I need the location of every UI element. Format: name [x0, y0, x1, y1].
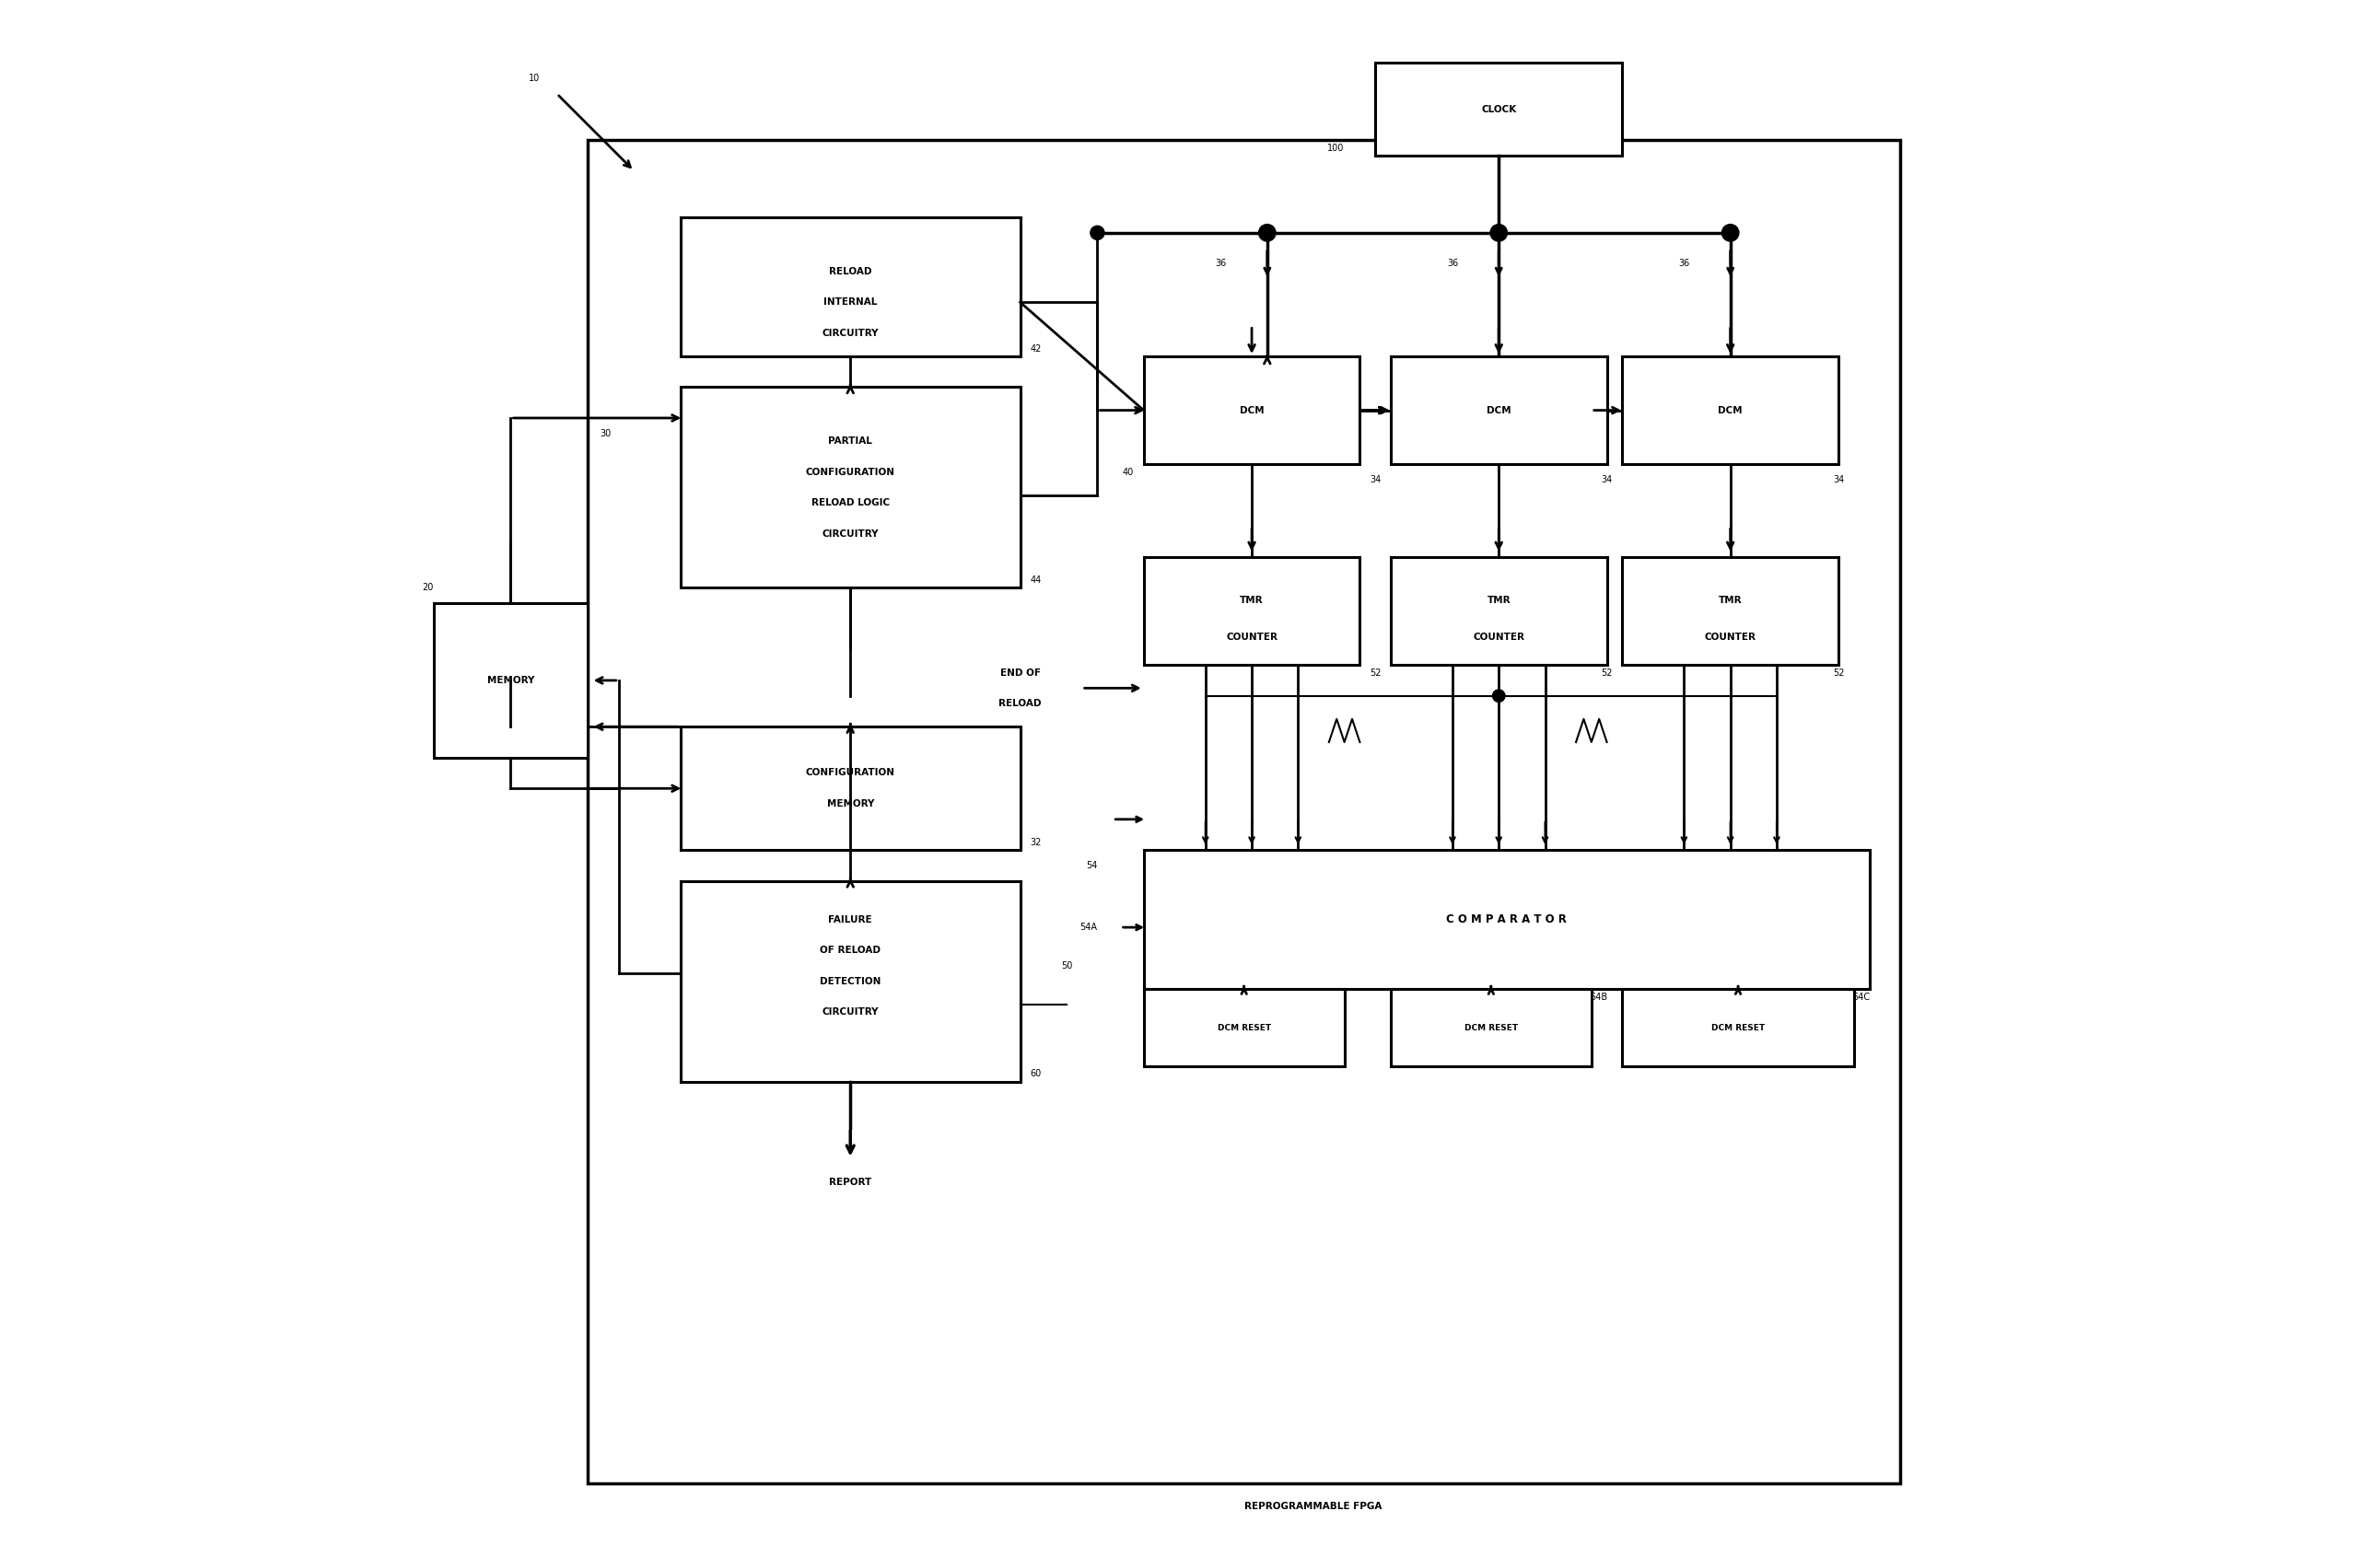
- Text: 42: 42: [1031, 343, 1042, 352]
- Text: DCM RESET: DCM RESET: [1216, 1023, 1271, 1031]
- FancyBboxPatch shape: [1145, 850, 1868, 989]
- Text: OF RELOAD: OF RELOAD: [821, 946, 881, 955]
- Text: 54C: 54C: [1852, 993, 1871, 1002]
- Text: 34: 34: [1368, 475, 1380, 484]
- Text: DCM RESET: DCM RESET: [1711, 1023, 1766, 1031]
- Text: COUNTER: COUNTER: [1226, 632, 1278, 642]
- Text: RELOAD LOGIC: RELOAD LOGIC: [812, 498, 890, 507]
- FancyBboxPatch shape: [433, 603, 588, 758]
- Text: MEMORY: MEMORY: [826, 799, 873, 809]
- Text: COUNTER: COUNTER: [1473, 632, 1526, 642]
- Text: CONFIGURATION: CONFIGURATION: [807, 768, 895, 778]
- Text: 34: 34: [1833, 475, 1844, 484]
- Text: 54A: 54A: [1081, 923, 1097, 932]
- Text: 52: 52: [1833, 668, 1844, 677]
- Text: 36: 36: [1216, 260, 1226, 269]
- Text: 44: 44: [1031, 575, 1042, 584]
- FancyBboxPatch shape: [1145, 989, 1345, 1067]
- Circle shape: [1259, 224, 1276, 241]
- FancyBboxPatch shape: [1376, 63, 1623, 156]
- Text: C O M P A R A T O R: C O M P A R A T O R: [1447, 914, 1566, 926]
- FancyBboxPatch shape: [1390, 356, 1606, 464]
- Text: RELOAD: RELOAD: [1000, 699, 1042, 708]
- FancyBboxPatch shape: [681, 218, 1021, 356]
- FancyBboxPatch shape: [1145, 557, 1359, 665]
- Text: DCM: DCM: [1488, 405, 1511, 414]
- Text: 30: 30: [600, 428, 612, 438]
- Text: DETECTION: DETECTION: [819, 977, 881, 986]
- FancyBboxPatch shape: [1145, 356, 1359, 464]
- Text: 52: 52: [1602, 668, 1614, 677]
- Text: DCM RESET: DCM RESET: [1464, 1023, 1518, 1031]
- Text: 20: 20: [421, 583, 433, 592]
- Text: PARTIAL: PARTIAL: [828, 436, 873, 445]
- Text: DCM: DCM: [1718, 405, 1742, 414]
- Text: 60: 60: [1031, 1070, 1042, 1079]
- FancyBboxPatch shape: [1623, 989, 1854, 1067]
- Text: COUNTER: COUNTER: [1704, 632, 1756, 642]
- Text: 40: 40: [1123, 467, 1133, 476]
- Text: 54B: 54B: [1590, 993, 1609, 1002]
- Text: CIRCUITRY: CIRCUITRY: [821, 328, 878, 337]
- FancyBboxPatch shape: [1390, 557, 1606, 665]
- Text: 36: 36: [1678, 260, 1690, 269]
- Text: TMR: TMR: [1240, 595, 1264, 604]
- FancyBboxPatch shape: [1623, 356, 1837, 464]
- Text: 32: 32: [1031, 838, 1042, 847]
- Text: 10: 10: [528, 74, 540, 83]
- FancyBboxPatch shape: [681, 727, 1021, 850]
- Text: TMR: TMR: [1488, 595, 1511, 604]
- Text: 50: 50: [1061, 962, 1071, 971]
- Circle shape: [1090, 226, 1104, 240]
- FancyBboxPatch shape: [588, 141, 1899, 1483]
- Text: DCM: DCM: [1240, 405, 1264, 414]
- Text: CLOCK: CLOCK: [1480, 105, 1516, 114]
- Text: 52: 52: [1368, 668, 1380, 677]
- Text: REPROGRAMMABLE FPGA: REPROGRAMMABLE FPGA: [1245, 1501, 1383, 1510]
- Text: MEMORY: MEMORY: [488, 676, 536, 685]
- Circle shape: [1492, 690, 1504, 702]
- Text: INTERNAL: INTERNAL: [823, 298, 878, 306]
- Circle shape: [1490, 224, 1507, 241]
- Text: FAILURE: FAILURE: [828, 915, 873, 925]
- Text: TMR: TMR: [1718, 595, 1742, 604]
- Text: CIRCUITRY: CIRCUITRY: [821, 529, 878, 538]
- Text: 54: 54: [1085, 861, 1097, 870]
- Text: 34: 34: [1602, 475, 1614, 484]
- FancyBboxPatch shape: [681, 881, 1021, 1082]
- Text: REPORT: REPORT: [828, 1178, 871, 1187]
- FancyBboxPatch shape: [1097, 495, 1885, 1082]
- Circle shape: [1721, 224, 1740, 241]
- Text: RELOAD: RELOAD: [828, 267, 871, 277]
- FancyBboxPatch shape: [1390, 989, 1592, 1067]
- Text: 36: 36: [1447, 260, 1459, 269]
- FancyBboxPatch shape: [1623, 557, 1837, 665]
- Text: CONFIGURATION: CONFIGURATION: [807, 467, 895, 476]
- Text: 100: 100: [1328, 144, 1345, 153]
- Text: CIRCUITRY: CIRCUITRY: [821, 1008, 878, 1017]
- FancyBboxPatch shape: [633, 172, 1066, 742]
- Text: END OF: END OF: [1000, 668, 1040, 677]
- FancyBboxPatch shape: [681, 386, 1021, 587]
